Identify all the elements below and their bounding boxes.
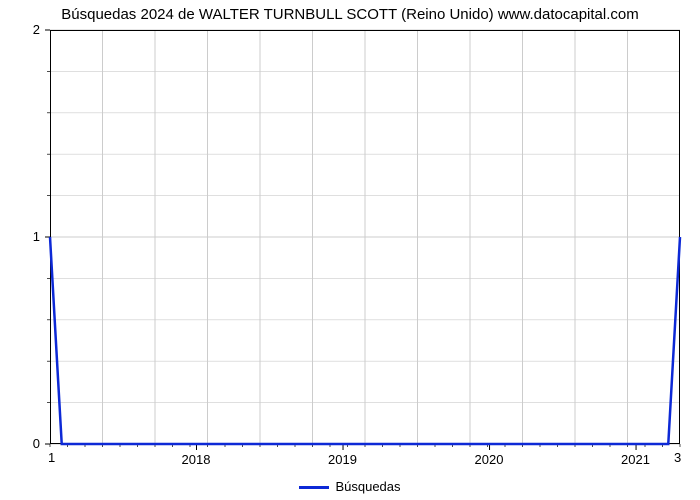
legend-swatch [299, 486, 329, 489]
axis-corner-right: 3 [674, 450, 681, 465]
axis-corner-left: 1 [48, 450, 55, 465]
y-tick-label: 2 [33, 22, 40, 37]
legend-label: Búsquedas [335, 479, 400, 494]
y-tick-label: 0 [33, 436, 40, 451]
x-tick-label: 2019 [328, 452, 357, 467]
y-tick-label: 1 [33, 229, 40, 244]
chart-plot [50, 30, 680, 444]
x-tick-label: 2021 [621, 452, 650, 467]
x-tick-label: 2020 [475, 452, 504, 467]
x-tick-label: 2018 [182, 452, 211, 467]
chart-title: Búsquedas 2024 de WALTER TURNBULL SCOTT … [0, 6, 700, 23]
legend: Búsquedas [0, 479, 700, 494]
